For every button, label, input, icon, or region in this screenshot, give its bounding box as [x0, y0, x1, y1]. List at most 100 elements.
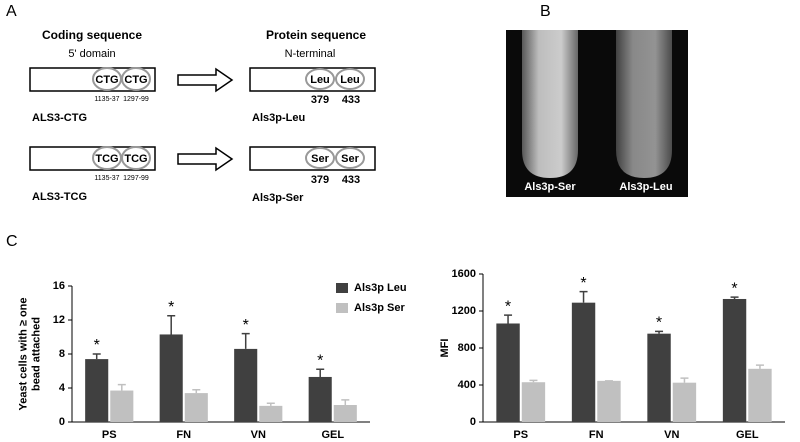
legend-label: Als3p Leu — [354, 282, 407, 294]
gene: ALS3-CTG — [32, 112, 87, 124]
error-bar — [92, 353, 101, 360]
y-tick-label: 4 — [59, 382, 66, 394]
error-bar — [241, 332, 250, 349]
error-bar — [341, 399, 350, 405]
significance: * — [731, 280, 737, 297]
error-bar — [192, 388, 201, 394]
bar — [672, 382, 697, 422]
error-bar — [117, 383, 126, 391]
codon-label: CTG — [124, 74, 147, 86]
residue-number: 379 — [311, 174, 329, 186]
error-bar — [529, 379, 538, 383]
residue — [305, 68, 335, 90]
residue-number: 379 — [311, 94, 329, 106]
bar — [333, 405, 357, 422]
residue — [335, 68, 365, 90]
x-tick-label: PS — [102, 429, 117, 441]
legend-swatch — [336, 303, 348, 313]
x-tick-label: FN — [589, 429, 604, 441]
error-bar — [680, 377, 689, 383]
row: CTG CTG 1135-37 1297-99 ALS3-CTG Leu Leu… — [29, 67, 376, 124]
tube-label: Als3p-Leu — [619, 181, 672, 193]
error-bar — [655, 330, 664, 334]
bar — [597, 380, 621, 422]
x-tick-label: VN — [251, 429, 266, 441]
y-tick-label: 400 — [458, 379, 476, 391]
subtitle: N-terminal — [285, 48, 336, 60]
codon-label: TCG — [95, 153, 118, 165]
bar — [85, 359, 109, 422]
residue-label: Ser — [341, 153, 359, 165]
x-tick-label: FN — [176, 429, 191, 441]
residue-number: 433 — [342, 174, 360, 186]
codon — [121, 146, 151, 170]
significance: * — [317, 353, 323, 370]
residue-label: Leu — [310, 74, 330, 86]
legend-swatch — [336, 283, 348, 293]
bar — [571, 302, 596, 422]
arrow — [177, 146, 234, 172]
residue — [305, 147, 335, 169]
bar — [259, 405, 283, 422]
y-tick-label: 800 — [458, 342, 476, 354]
codon-label: CTG — [95, 74, 118, 86]
error-bar — [316, 368, 325, 377]
bar — [496, 323, 520, 422]
y-tick-label: 0 — [470, 416, 476, 428]
title: Coding sequence — [42, 28, 142, 42]
bar — [110, 390, 134, 422]
significance: * — [580, 275, 586, 292]
error-bar — [730, 296, 739, 299]
panel-label: B — [540, 3, 551, 20]
arrow — [177, 67, 234, 93]
y-tick-label: 8 — [59, 348, 65, 360]
protein: Als3p-Ser — [252, 192, 304, 204]
error-bar — [167, 315, 176, 335]
residue-label: Ser — [311, 153, 329, 165]
bar — [647, 333, 671, 422]
error-bar — [504, 314, 513, 324]
bar — [308, 376, 332, 422]
error-bar — [579, 290, 588, 303]
error-bar — [755, 364, 764, 369]
bar — [748, 368, 772, 422]
tube-label: Als3p-Ser — [524, 181, 576, 193]
significance: * — [243, 317, 249, 334]
photo: Als3p-Ser Als3p-Leu — [506, 30, 688, 197]
bar — [159, 334, 183, 422]
x-tick-label: VN — [664, 429, 679, 441]
y-tick-label: 1600 — [452, 268, 476, 280]
error-bar — [266, 402, 275, 406]
subtitle: 5' domain — [68, 48, 115, 60]
codon-label: TCG — [124, 153, 147, 165]
y-tick-label: 12 — [53, 314, 65, 326]
y-tick-label: 16 — [53, 280, 65, 292]
legend-label: Als3p Ser — [354, 302, 405, 314]
protein: Als3p-Leu — [252, 112, 305, 124]
y-axis-label: Yeast cells with ≥ one — [17, 297, 29, 410]
bar — [521, 382, 546, 422]
residue — [335, 147, 365, 169]
residue-number: 433 — [342, 94, 360, 106]
position: 1297-99 — [123, 175, 149, 182]
x-tick-label: PS — [513, 429, 528, 441]
position: 1297-99 — [123, 96, 149, 103]
codon — [121, 67, 151, 91]
y-axis-label: bead attached — [30, 317, 42, 391]
panel-label: A — [6, 3, 17, 20]
significance: * — [94, 337, 100, 354]
position: 1135-37 — [94, 175, 119, 182]
bar — [184, 393, 208, 422]
row: TCG TCG 1135-37 1297-99 ALS3-TCG Ser Ser… — [29, 146, 376, 204]
panel-label: C — [6, 233, 18, 250]
x-tick-label: GEL — [321, 429, 344, 441]
significance: * — [656, 315, 662, 332]
significance: * — [168, 299, 174, 316]
y-tick-label: 0 — [59, 416, 65, 428]
y-axis-label: MFI — [439, 339, 451, 358]
gene: ALS3-TCG — [32, 191, 87, 203]
tube — [522, 30, 578, 178]
position: 1135-37 — [94, 96, 119, 103]
residue-label: Leu — [340, 74, 360, 86]
